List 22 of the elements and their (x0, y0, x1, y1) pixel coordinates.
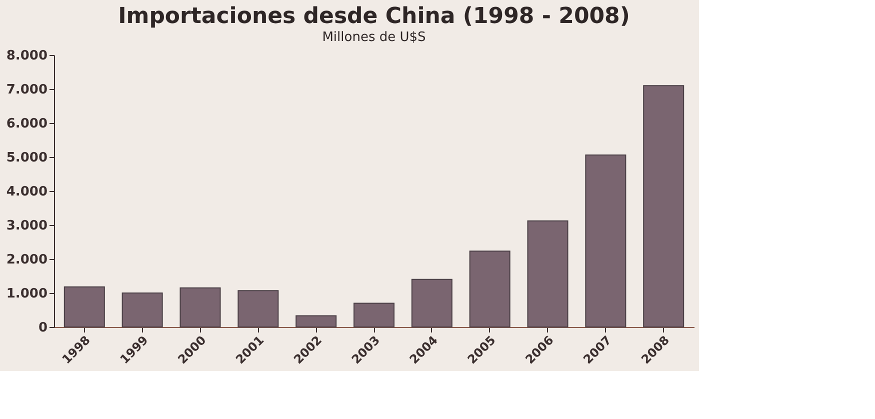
bar (238, 290, 279, 328)
y-tick-label: 8.000 (6, 48, 48, 64)
y-tick-label: 1.000 (6, 286, 48, 302)
bar (411, 278, 452, 328)
bar (469, 250, 510, 328)
chart-subtitle: Millones de U$S (322, 30, 426, 45)
bar (180, 287, 221, 328)
bar (296, 315, 337, 328)
bar (64, 286, 105, 328)
y-tick-label: 2.000 (6, 252, 48, 268)
y-tick-label: 7.000 (6, 82, 48, 98)
chart-title: Importaciones desde China (1998 - 2008) (118, 4, 630, 29)
y-tick-label: 3.000 (6, 218, 48, 234)
bar (643, 85, 684, 328)
y-tick-label: 6.000 (6, 116, 48, 132)
y-tick-label: 0 (38, 320, 48, 336)
y-tick-label: 5.000 (6, 150, 48, 166)
bar (354, 302, 394, 328)
bar (527, 220, 568, 328)
y-tick-label: 4.000 (6, 184, 48, 200)
bar (585, 154, 626, 328)
bar (122, 292, 163, 328)
